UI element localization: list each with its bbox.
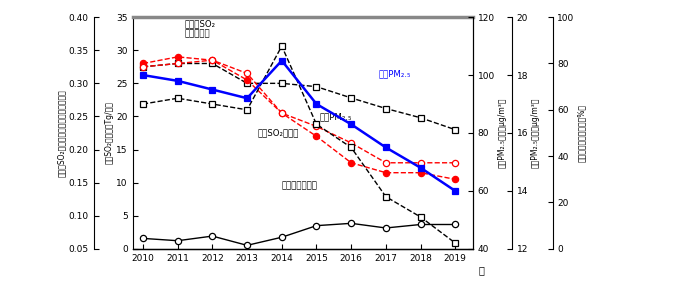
Text: 中国SO₂排出量: 中国SO₂排出量 bbox=[258, 128, 299, 138]
Text: 北亪PM₂.₅: 北亪PM₂.₅ bbox=[320, 112, 352, 121]
Y-axis label: 福岡PM₂.₅濃度（μg/m³）: 福岡PM₂.₅濃度（μg/m³） bbox=[531, 98, 540, 168]
Y-axis label: 中国SO₂排出量（Tg/年）: 中国SO₂排出量（Tg/年） bbox=[105, 102, 114, 164]
Y-axis label: 環境基準達成率（全国%）: 環境基準達成率（全国%） bbox=[577, 104, 586, 162]
X-axis label: 年: 年 bbox=[478, 265, 484, 275]
Text: 環境基準達成率: 環境基準達成率 bbox=[282, 181, 318, 190]
Text: 福岡PM₂.₅: 福岡PM₂.₅ bbox=[379, 69, 411, 78]
Y-axis label: 対流圈SO₂カラム濃度（ドブソン単位）: 対流圈SO₂カラム濃度（ドブソン単位） bbox=[56, 89, 66, 177]
Text: 対流圈SO₂
カラム濃度: 対流圈SO₂ カラム濃度 bbox=[185, 19, 216, 38]
Y-axis label: 北亪PM₂.₅濃度（μg/m³）: 北亪PM₂.₅濃度（μg/m³） bbox=[498, 98, 507, 168]
